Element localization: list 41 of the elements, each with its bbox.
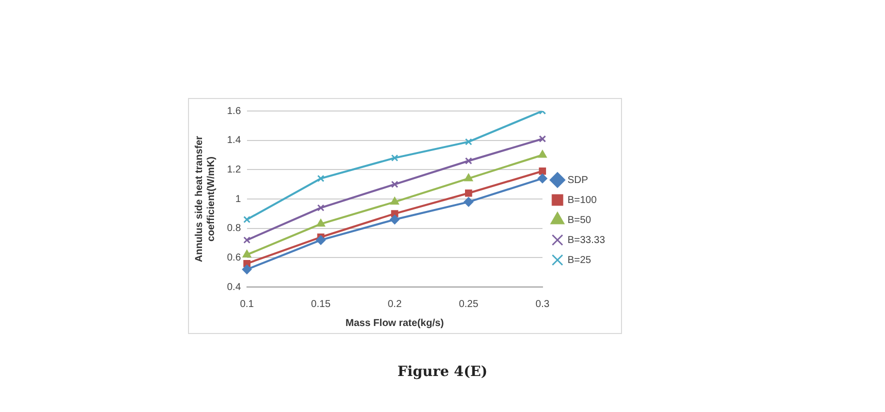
point <box>538 174 548 184</box>
point <box>316 235 326 245</box>
point <box>464 174 473 182</box>
point <box>391 154 398 162</box>
point <box>390 197 399 205</box>
y-tick-label: 0.4 <box>226 282 242 293</box>
point <box>538 168 546 175</box>
point <box>243 216 250 224</box>
point <box>242 264 252 274</box>
point <box>464 190 472 197</box>
point <box>464 157 472 164</box>
y-tick-label: 1 <box>235 194 242 205</box>
y-tick-label: 1.2 <box>226 164 242 176</box>
caption: Figure 4(E) <box>396 364 489 380</box>
point <box>316 219 326 227</box>
legend-label: B=100 <box>567 194 598 206</box>
y-axis-title: Annulus side heat transfer coefficient(W/mK) <box>194 136 217 262</box>
point <box>464 197 474 207</box>
legend-label: SDP <box>567 174 588 186</box>
x-tick-label: 0.25 <box>458 298 479 310</box>
x-axis-title: Mass Flow rate(kg/s) <box>346 318 444 329</box>
point <box>464 138 472 146</box>
x-tick-label: 0.3 <box>536 298 550 310</box>
point <box>538 135 546 142</box>
y-tick-label: 1.6 <box>226 106 242 117</box>
point <box>391 180 398 188</box>
point <box>317 174 324 182</box>
point <box>242 250 252 258</box>
point <box>243 236 250 244</box>
y-tick-label: 1.4 <box>226 135 242 146</box>
y-tick-label: 0.6 <box>226 252 242 264</box>
legend-label: B=50 <box>567 214 592 226</box>
point <box>390 214 400 224</box>
y-tick-label: 0.8 <box>226 223 242 234</box>
legend-label: B=25 <box>567 254 592 266</box>
x-tick-label: 0.15 <box>311 298 331 310</box>
legend-label: B=33.33 <box>567 234 606 246</box>
x-tick-label: 0.1 <box>240 298 254 310</box>
x-tick-label: 0.2 <box>388 298 402 310</box>
point <box>317 204 324 212</box>
point <box>538 150 547 158</box>
